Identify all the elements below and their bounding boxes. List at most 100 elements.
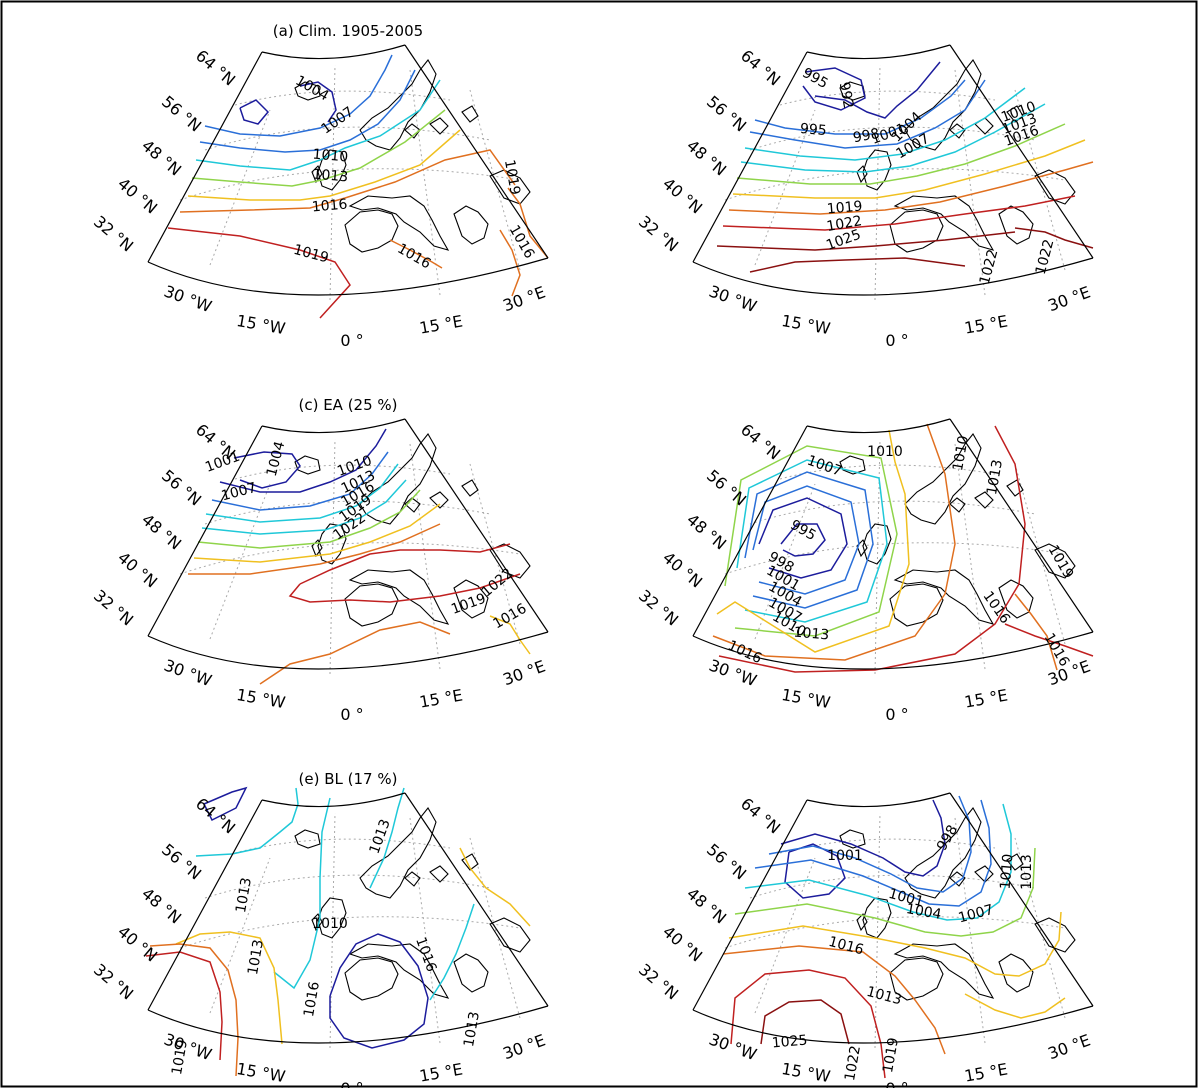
- coastline: [348, 569, 450, 625]
- isobar-label: 992: [836, 81, 856, 110]
- map-frame-top: [261, 44, 406, 60]
- graticule-line: [1014, 837, 1066, 1019]
- isobar-line: [145, 951, 223, 1061]
- isobar-line: [730, 969, 886, 1079]
- isobar-label: 1019: [501, 158, 523, 196]
- map-frame-bottom: [147, 1005, 549, 1044]
- isobar-label: 1016: [301, 980, 323, 1018]
- isobar-line: [744, 471, 874, 609]
- graticule-line: [329, 438, 336, 675]
- coastline: [359, 433, 437, 525]
- isobar-line: [369, 787, 405, 889]
- graticule-line: [204, 874, 491, 899]
- coastline: [461, 105, 479, 123]
- isobar-line: [205, 463, 399, 523]
- coastline: [294, 81, 321, 101]
- isobar-line: [712, 423, 956, 661]
- isobar-line: [728, 911, 1062, 977]
- panel-title: (c) EA (25 %): [298, 396, 397, 414]
- coastline: [294, 829, 321, 849]
- isobar-line: [802, 67, 866, 111]
- map-frame-bottom: [692, 257, 1094, 296]
- isobar-line: [784, 843, 846, 899]
- coastline: [453, 579, 489, 619]
- map-frame-right: [404, 792, 549, 1007]
- coastline: [998, 579, 1034, 619]
- isobar-line: [188, 523, 441, 575]
- coastline: [904, 433, 982, 525]
- coastline: [453, 953, 489, 993]
- coastline: [311, 539, 323, 558]
- graticule-line: [469, 463, 521, 645]
- longitude-label: 0 °: [885, 1079, 908, 1088]
- isobar-line: [724, 445, 898, 637]
- coastline: [1006, 853, 1024, 871]
- map-frame-bottom: [147, 257, 549, 296]
- isobar-line: [736, 123, 1066, 185]
- isobar-line: [191, 109, 446, 187]
- coastline: [311, 165, 323, 184]
- coastline: [889, 957, 944, 1001]
- panel-title: (e) BL (17 %): [299, 770, 398, 788]
- map-frame-right: [949, 418, 1094, 633]
- isobar-line: [1014, 593, 1058, 671]
- graticule-line: [179, 542, 521, 575]
- isobar-label: 1025: [771, 1032, 808, 1051]
- graticule-line: [179, 916, 521, 949]
- isobar-label: 1013: [245, 938, 267, 976]
- coastline: [489, 917, 531, 953]
- coastline: [359, 59, 437, 151]
- isobar-line: [718, 425, 1026, 673]
- isobar-line: [754, 799, 992, 907]
- isobar-line: [760, 999, 850, 1045]
- coastline: [344, 583, 399, 627]
- isobar-line: [722, 945, 946, 1055]
- longitude-label: 0 °: [885, 705, 908, 724]
- isobar-line: [736, 459, 888, 623]
- graticule-line: [204, 126, 491, 151]
- isobar-line: [716, 231, 1016, 251]
- isobar-line: [459, 847, 531, 927]
- isobar-line: [149, 943, 239, 1077]
- isobar-line: [499, 229, 521, 297]
- coastline: [1034, 917, 1076, 953]
- isobar-label: 1010: [312, 916, 348, 932]
- isobar-line: [429, 903, 475, 1001]
- coastline: [893, 943, 995, 999]
- longitude-label: 0 °: [340, 1079, 363, 1088]
- isobar-label: 1004: [905, 901, 943, 923]
- isobar-label: 1013: [984, 458, 1006, 496]
- coastline: [348, 943, 450, 999]
- isobar-line: [211, 451, 389, 511]
- graticule-line: [469, 89, 521, 271]
- map-frame-left: [147, 425, 263, 637]
- isobar-line: [744, 87, 1026, 161]
- coastline: [889, 209, 944, 253]
- isobar-line: [716, 429, 910, 653]
- graticule-line: [874, 812, 881, 1049]
- map-frame-left: [692, 51, 808, 263]
- coastline: [404, 871, 421, 887]
- coastline: [461, 479, 479, 497]
- isobar-line: [1014, 227, 1094, 249]
- coastline: [889, 583, 944, 627]
- isobar-label: 1010: [997, 853, 1016, 890]
- isobar-line: [219, 428, 387, 493]
- coastline: [856, 913, 868, 932]
- isobar-line: [489, 615, 531, 655]
- isobar-label: 1013: [1019, 854, 1035, 890]
- coastline: [348, 195, 450, 251]
- map-frame-left: [692, 425, 808, 637]
- isobar-line: [1004, 623, 1094, 657]
- isobar-line: [204, 54, 393, 137]
- isobar-label: 1010: [312, 146, 349, 165]
- isobar-line: [734, 847, 1036, 937]
- coastline: [974, 491, 994, 509]
- map-frame-top: [261, 792, 406, 808]
- graticule-line: [329, 812, 336, 1049]
- isobar-label: 1016: [311, 196, 348, 215]
- isobar-label: 1019: [880, 1036, 902, 1074]
- coastline: [429, 117, 449, 135]
- isobar-line: [780, 799, 946, 877]
- isobar-line: [780, 523, 826, 557]
